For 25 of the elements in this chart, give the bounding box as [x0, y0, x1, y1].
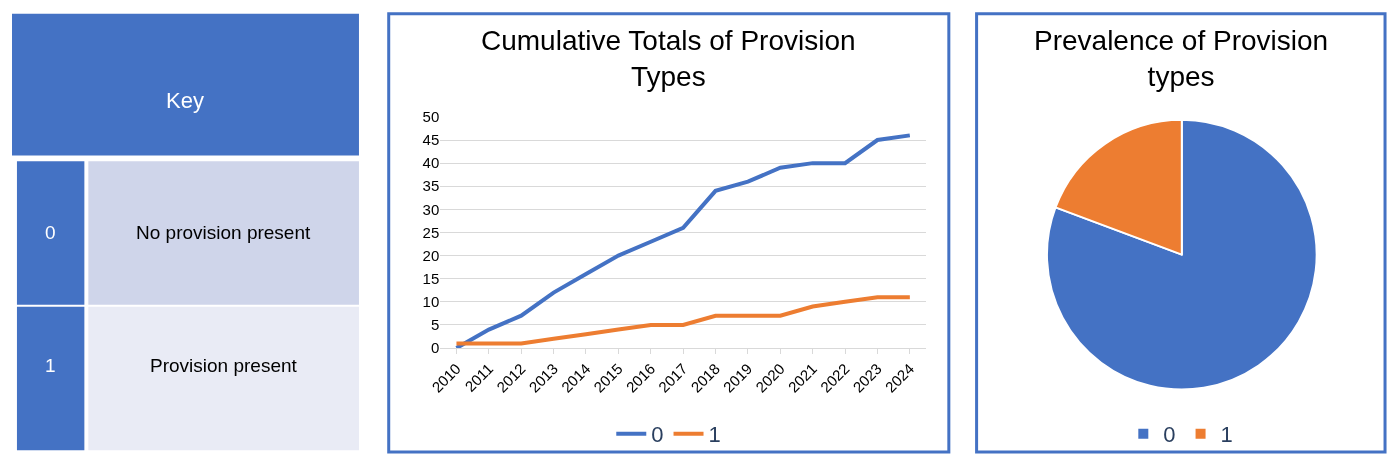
y-tick-label: 35: [422, 177, 440, 195]
legend-label: 0: [1163, 422, 1176, 448]
y-tick-label: 25: [422, 223, 440, 241]
y-tick-label: 15: [422, 269, 440, 287]
text: Key: [166, 88, 204, 113]
y-tick-label: 20: [422, 246, 440, 264]
text: 0: [45, 222, 56, 243]
chart-title: Prevalence of Provision types: [1034, 25, 1329, 93]
text: Provision present: [150, 355, 298, 376]
y-tick-label: 5: [430, 316, 440, 334]
y-tick-label: 0: [430, 339, 440, 357]
pie-slice: [1045, 118, 1318, 391]
y-tick-label: 45: [422, 131, 440, 149]
text: 1: [45, 355, 56, 376]
y-tick-label: 30: [422, 200, 440, 218]
legend-label: 0: [651, 422, 664, 448]
y-tick-label: 10: [422, 293, 440, 311]
legend-label: 1: [1220, 422, 1233, 448]
text: No provision present: [136, 222, 311, 243]
y-tick-label: 50: [422, 108, 440, 126]
line-series: [454, 295, 912, 346]
y-tick-label: 40: [422, 154, 440, 172]
chart-title: Cumulative Totals of Provision Types: [481, 25, 856, 93]
legend-label: 1: [708, 422, 721, 448]
line-series: [454, 133, 912, 349]
